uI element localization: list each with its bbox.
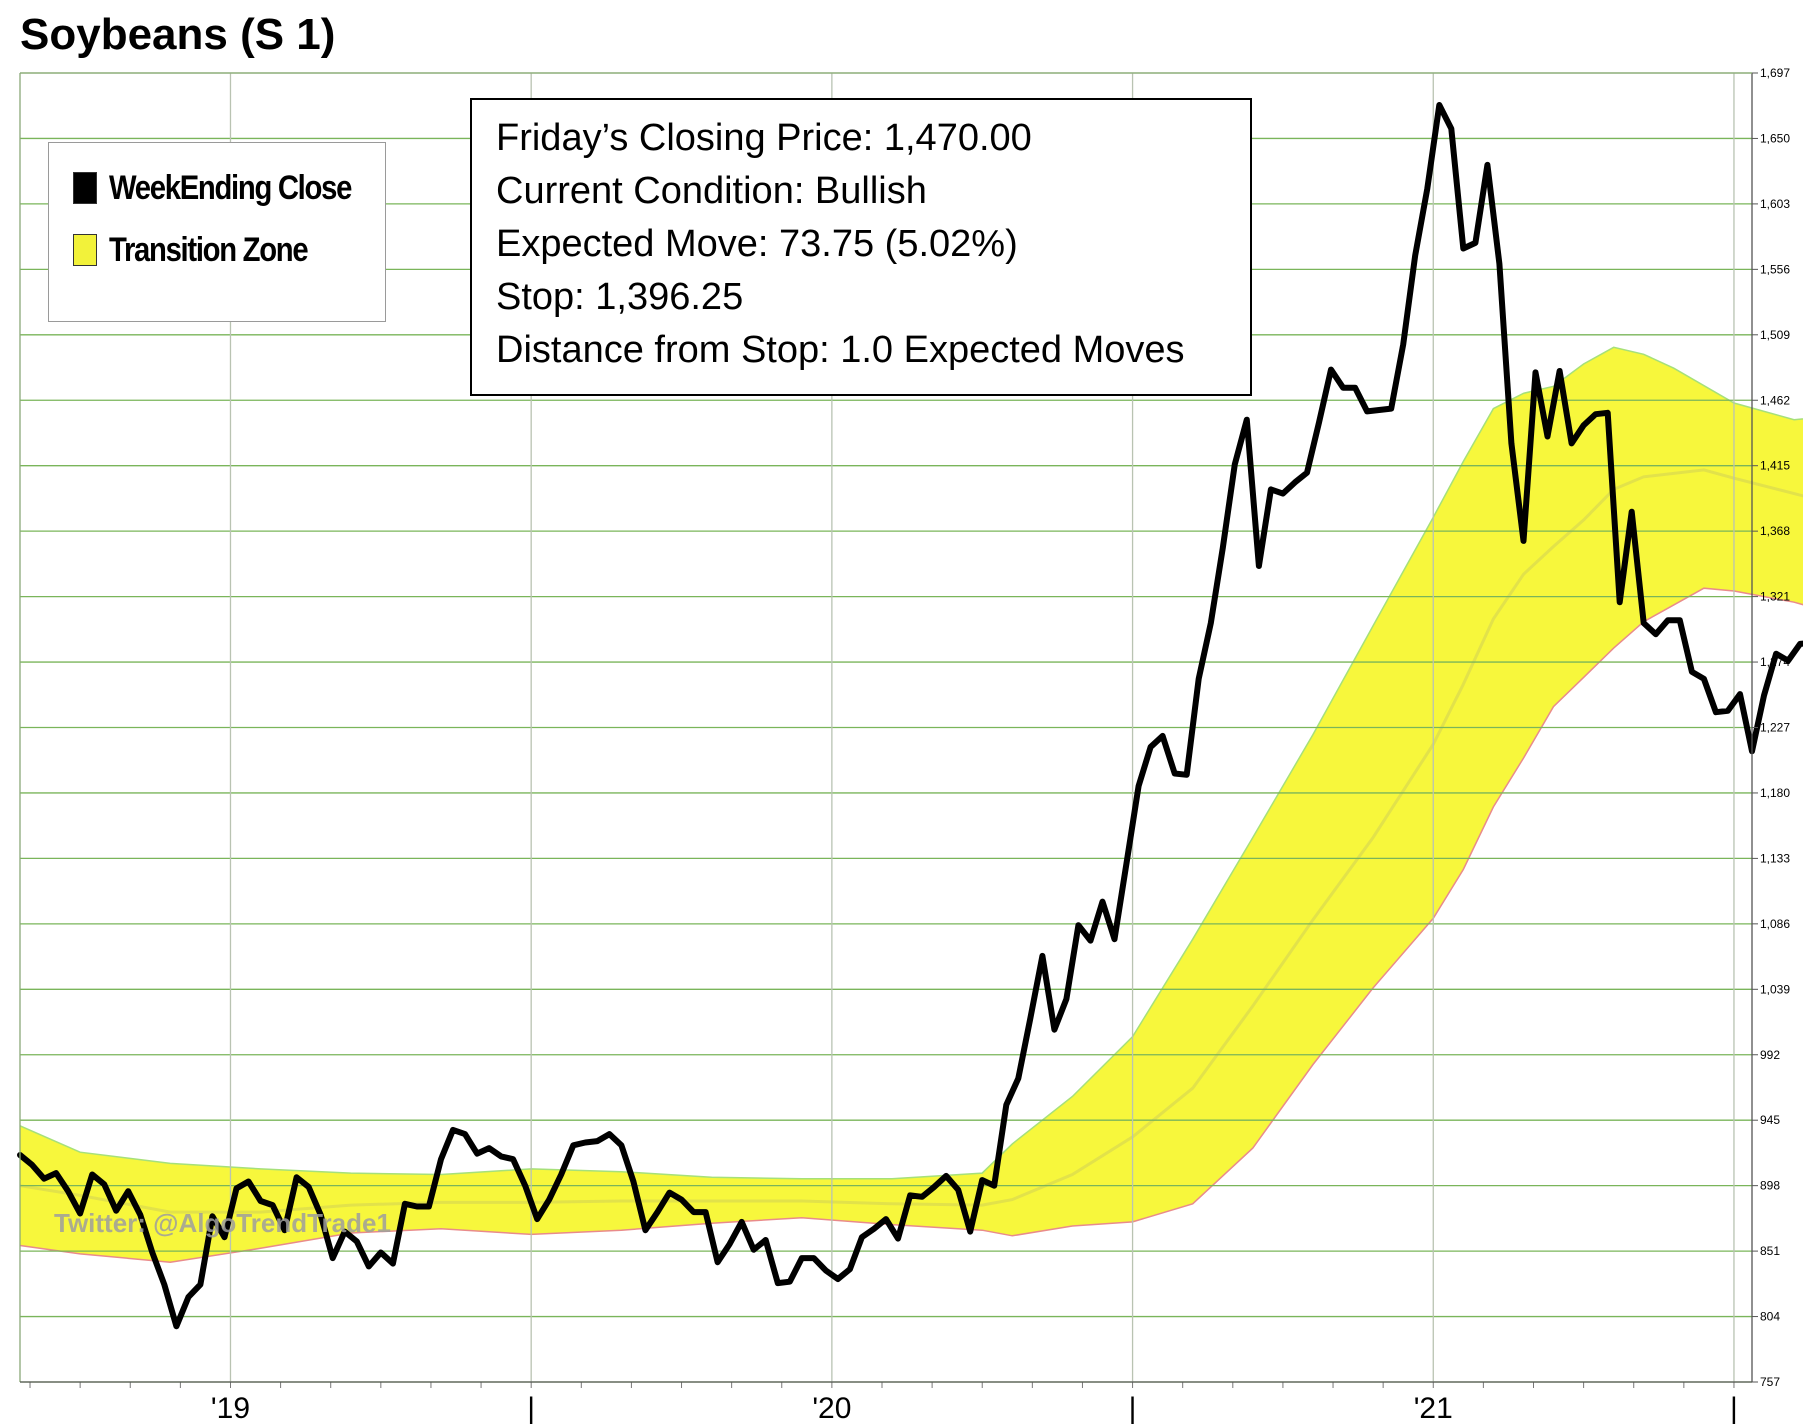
info-stop: Stop: 1,396.25	[496, 276, 744, 318]
legend-swatch-zone	[73, 234, 97, 266]
legend-label-close: WeekEnding Close	[109, 168, 352, 207]
y-tick-label: 757	[1760, 1375, 1780, 1389]
transition-zone-upper-edge	[19, 346, 1803, 1180]
info-box: Friday’s Closing Price: 1,470.00 Current…	[470, 98, 1252, 396]
transition-zone-center-line	[19, 468, 1803, 1214]
x-tick-label: '21	[1414, 1392, 1453, 1424]
legend-item-transition-zone: Transition Zone	[73, 225, 340, 275]
y-tick-label: 1,415	[1760, 459, 1790, 473]
y-tick-label: 1,274	[1760, 655, 1790, 669]
y-tick-label: 1,321	[1760, 590, 1790, 604]
y-tick-label: 1,227	[1760, 721, 1790, 735]
x-tick-label: |	[1129, 1392, 1137, 1424]
y-tick-label: 1,603	[1760, 197, 1790, 211]
x-tick-label: |	[527, 1392, 535, 1424]
x-tick-label: '19	[211, 1392, 250, 1424]
y-tick-label: 804	[1760, 1310, 1780, 1324]
legend-label-zone: Transition Zone	[109, 230, 309, 269]
info-closing-price: Friday’s Closing Price: 1,470.00	[496, 117, 1032, 159]
y-tick-label: 1,509	[1760, 328, 1790, 342]
y-tick-label: 898	[1760, 1179, 1780, 1193]
y-tick-label: 1,697	[1760, 66, 1790, 80]
chart-title: Soybeans (S 1)	[20, 10, 336, 59]
y-tick-label: 1,368	[1760, 524, 1790, 538]
legend-item-weekending-close: WeekEnding Close	[73, 163, 390, 213]
watermark: Twitter: @AlgoTrendTrade1	[54, 1208, 391, 1238]
legend-swatch-close	[73, 172, 97, 204]
y-tick-label: 992	[1760, 1048, 1780, 1062]
y-tick-label: 851	[1760, 1244, 1780, 1258]
x-tick-label: |	[1730, 1392, 1738, 1424]
y-tick-label: 1,650	[1760, 131, 1790, 145]
chart-legend: WeekEnding Close Transition Zone	[48, 142, 386, 322]
y-tick-label: 1,133	[1760, 851, 1790, 865]
y-tick-label: 1,556	[1760, 262, 1790, 276]
transition-zone-lower-edge	[19, 587, 1803, 1263]
y-tick-label: 1,086	[1760, 917, 1790, 931]
y-tick-label: 945	[1760, 1113, 1780, 1127]
info-distance-from-stop: Distance from Stop: 1.0 Expected Moves	[496, 329, 1185, 371]
info-expected-move: Expected Move: 73.75 (5.02%)	[496, 223, 1018, 265]
transition-zone-band	[20, 347, 1803, 1263]
y-tick-label: 1,462	[1760, 393, 1790, 407]
y-tick-label: 1,039	[1760, 982, 1790, 996]
info-current-condition: Current Condition: Bullish	[496, 170, 927, 212]
y-tick-label: 1,180	[1760, 786, 1790, 800]
series-weekending-close-line	[17, 102, 1803, 1330]
x-tick-label: '20	[812, 1392, 851, 1424]
